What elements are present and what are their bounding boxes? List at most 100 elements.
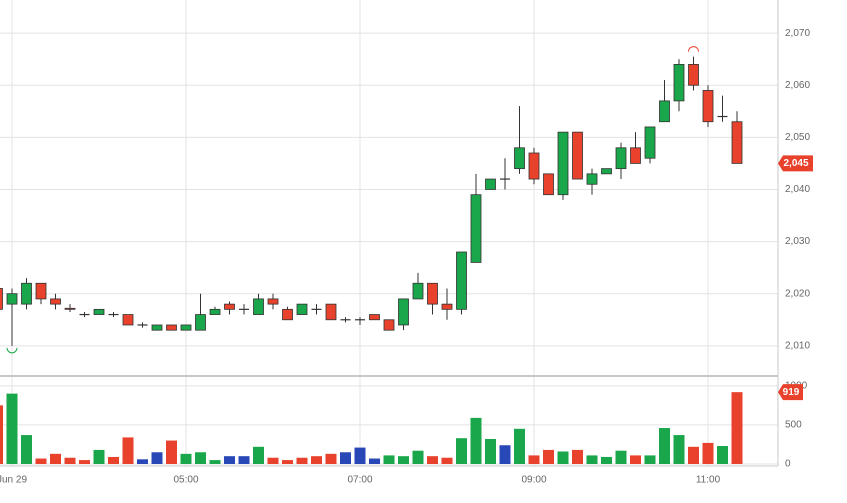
volume-bar: [35, 458, 47, 464]
volume-bar: [528, 455, 540, 464]
x-tick-label: 07:00: [347, 475, 372, 486]
volume-bar: [557, 451, 569, 464]
candle-body: [427, 282, 438, 305]
candle-body: [688, 64, 699, 86]
candle-body: [122, 314, 134, 326]
x-tick-label: 09:00: [521, 475, 546, 486]
candle-body: [441, 303, 453, 310]
x-tick-label: 11:00: [696, 475, 721, 486]
y-tick-label: 2,030: [785, 236, 810, 247]
volume-bar: [369, 458, 380, 464]
candle-body: [50, 298, 61, 305]
volume-bar: [514, 428, 525, 464]
candle-body: [615, 147, 627, 170]
volume-bar: [267, 457, 279, 464]
candle-body: [195, 314, 206, 331]
volume-bar: [195, 452, 206, 464]
volume-bar: [0, 405, 3, 464]
candle-body: [586, 173, 598, 185]
candle-body: [64, 307, 76, 310]
candle-body: [325, 303, 337, 321]
volume-bar: [340, 452, 351, 464]
candle-body: [644, 126, 656, 159]
volume-bar: [296, 457, 308, 464]
candle-body: [514, 147, 525, 170]
candle-body: [673, 64, 685, 102]
candle-body: [601, 168, 612, 175]
volume-bar: [180, 453, 192, 464]
y-tick-label: 2,050: [785, 132, 810, 143]
candle-body: [369, 314, 380, 321]
volume-bar: [224, 456, 235, 464]
volume-bar: [166, 440, 177, 464]
candle-body: [456, 251, 467, 310]
volume-bar: [456, 438, 467, 464]
candle-body: [398, 298, 409, 326]
volume-bar: [630, 455, 641, 464]
volume-bar: [586, 455, 598, 464]
volume-bar: [688, 446, 699, 464]
volume-bar: [412, 450, 424, 464]
volume-bar: [6, 393, 18, 464]
volume-badge: [778, 384, 803, 401]
candle-body: [731, 121, 743, 164]
volume-bar: [325, 453, 337, 464]
labels-layer: 2,010 2,020 2,030 2,040 2,050 2,060 2,070 Jun 2…: [0, 28, 813, 486]
y-tick-label: 2,040: [785, 184, 810, 195]
high-marker: [688, 46, 699, 52]
candle-body: [21, 282, 32, 305]
candle-body: [282, 308, 293, 321]
volume-bar: [659, 428, 670, 464]
candle-body: [180, 324, 192, 331]
volume-bar: [93, 449, 105, 464]
marks-layer: [0, 46, 743, 464]
candle-body: [6, 293, 18, 305]
volume-bar: [21, 435, 32, 464]
candle-body: [296, 303, 308, 315]
candle-body: [528, 152, 540, 180]
y-tick-label: 2,020: [785, 288, 810, 299]
price-badge-label: 2,045: [783, 158, 808, 169]
candle-body: [485, 178, 496, 190]
candle-body: [702, 90, 714, 123]
volume-bar: [441, 457, 453, 464]
volume-bar: [427, 456, 438, 464]
volume-bar: [644, 455, 656, 464]
x-tick-label: Jun 29: [0, 475, 27, 486]
candle-body: [224, 303, 235, 310]
volume-bar: [717, 446, 728, 464]
volume-bar: [731, 392, 743, 464]
volume-bar: [615, 450, 627, 464]
y-tick-label: 2,010: [785, 340, 810, 351]
volume-bar: [79, 460, 90, 464]
volume-bar: [398, 456, 409, 464]
y-tick-label: 0: [785, 459, 791, 470]
candle-body: [383, 319, 395, 331]
candle-body: [543, 173, 554, 196]
volume-bar: [64, 457, 76, 464]
candle-body: [412, 282, 424, 300]
price-badge: [778, 155, 813, 172]
y-tick-label: 2,070: [785, 28, 810, 39]
candle-body: [267, 298, 279, 305]
volume-bar: [673, 435, 685, 464]
volume-bar: [470, 417, 482, 464]
x-tick-label: 05:00: [173, 475, 198, 486]
low-marker: [6, 347, 18, 354]
volume-bar: [499, 445, 511, 464]
volume-bar: [137, 459, 148, 464]
volume-bar: [50, 453, 61, 464]
candle-body: [209, 308, 221, 315]
volume-bar: [122, 437, 134, 464]
candle-body: [151, 324, 163, 331]
candle-body: [35, 282, 47, 300]
candle-body: [93, 308, 105, 315]
volume-bar: [253, 446, 264, 464]
volume-bar: [601, 456, 612, 464]
volume-bar: [151, 452, 163, 464]
y-tick-label: 500: [785, 420, 802, 431]
volume-bar: [282, 460, 293, 464]
volume-bar: [383, 455, 395, 464]
